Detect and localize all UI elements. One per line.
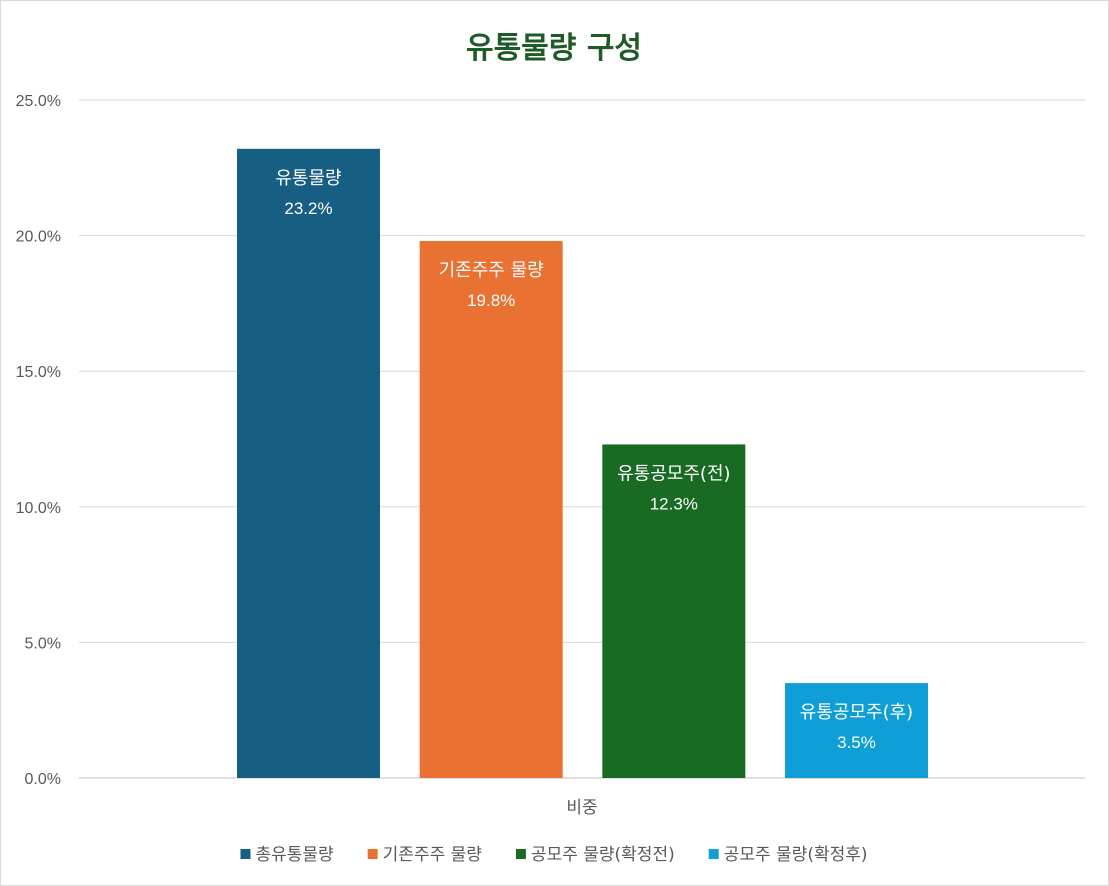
legend-item: 기존주주 물량 (367, 845, 483, 865)
bar (785, 683, 928, 778)
data-label-value: 12.3% (650, 494, 698, 513)
legend-label: 기존주주 물량 (383, 845, 483, 865)
legend-label: 공모주 물량(확정후) (724, 845, 868, 865)
y-axis-ticks: 0.0% 5.0% 10.0% 15.0% 20.0% 25.0% (16, 93, 61, 788)
legend-swatch (367, 849, 378, 859)
data-label-value: 3.5% (837, 733, 876, 752)
legend-item: 공모주 물량(확정전) (515, 845, 675, 865)
data-labels: 유통물량 23.2% 기존주주 물량 19.8% 유통공모주(전) 12.3% 유통공모주(… (275, 168, 913, 752)
bar (419, 241, 563, 779)
bar (237, 148, 380, 779)
x-category-label: 비중 (566, 798, 597, 818)
data-label-name: 유통공모주(후) (800, 702, 913, 723)
gridlines (79, 99, 1085, 779)
y-tick-label: 0.0% (25, 771, 61, 788)
y-tick-label: 25.0% (16, 93, 61, 110)
legend-swatch (708, 849, 719, 859)
y-tick-label: 20.0% (16, 229, 61, 246)
legend: 총유통물량 기존주주 물량 공모주 물량(확정전) 공모주 물량(확정후) (240, 845, 868, 865)
y-tick-label: 5.0% (25, 635, 61, 652)
data-label-value: 19.8% (467, 291, 515, 310)
legend-swatch (515, 849, 526, 859)
data-label-name: 기존주주 물량 (439, 260, 544, 281)
legend-item: 총유통물량 (240, 845, 334, 865)
y-tick-label: 15.0% (16, 364, 61, 381)
bar (602, 444, 746, 778)
data-label-name: 유통물량 (275, 168, 341, 189)
chart-title: 유통물량 구성 (466, 31, 642, 66)
bars (237, 148, 928, 779)
legend-swatch (240, 849, 251, 859)
legend-label: 총유통물량 (255, 845, 334, 865)
data-label-name: 유통공모주(전) (617, 463, 730, 484)
legend-item: 공모주 물량(확정후) (708, 845, 868, 865)
legend-label: 공모주 물량(확정전) (531, 845, 675, 865)
y-tick-label: 10.0% (16, 500, 61, 517)
data-label-value: 23.2% (284, 199, 332, 218)
